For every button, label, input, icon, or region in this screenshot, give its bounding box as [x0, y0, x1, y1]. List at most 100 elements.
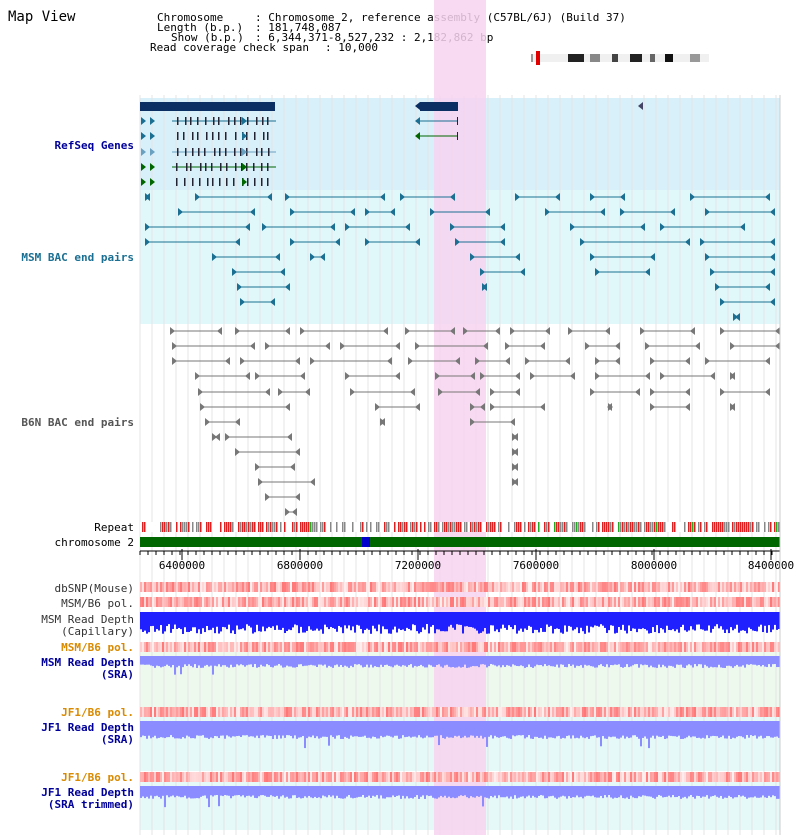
msm-b6-pol-strip — [210, 597, 212, 607]
jf1-b6-pol-strip — [604, 707, 606, 717]
jf1-depth-sra-bar — [388, 721, 390, 736]
msm-depth-sra-bar — [208, 656, 210, 667]
msm-b6-pol-sra-strip — [510, 642, 512, 652]
jf1-b6-pol-trimmed-strip — [466, 772, 468, 782]
msm-depth-capillary-bar — [266, 612, 268, 629]
msm-depth-sra-bar — [606, 656, 608, 665]
repeat-element — [180, 522, 182, 532]
jf1-b6-pol-trimmed-strip — [252, 772, 254, 782]
jf1-depth-sra-bar — [284, 721, 286, 738]
msm-b6-pol-sra-strip — [556, 642, 558, 652]
jf1-b6-pol-trimmed-strip — [574, 772, 576, 782]
track-label-b6n-bac[interactable]: B6N BAC end pairs — [21, 416, 134, 429]
msm-bac-pair-end — [285, 193, 290, 201]
track-label-refseq[interactable]: RefSeq Genes — [54, 139, 134, 152]
msm-bac-pair-end — [237, 283, 242, 291]
msm-bac-pair-end — [330, 223, 335, 231]
msm-depth-sra-bar — [588, 656, 590, 666]
msm-depth-capillary-bar — [314, 612, 316, 631]
jf1-depth-trimmed-bar — [212, 786, 214, 797]
msm-b6-pol-strip — [376, 597, 378, 607]
msm-depth-capillary-bar — [374, 612, 376, 629]
msm-b6-pol-sra-strip — [660, 642, 662, 652]
jf1-b6-pol-trimmed-strip — [294, 772, 296, 782]
jf1-depth-trimmed-bar — [458, 786, 460, 797]
msm-b6-pol-strip — [482, 597, 484, 607]
jf1-b6-pol-strip — [568, 707, 570, 717]
b6n-bac-pair-end — [375, 403, 380, 411]
msm-b6-pol-strip — [228, 597, 230, 607]
msm-depth-capillary-bar — [190, 612, 192, 631]
msm-b6-pol-sra-strip — [742, 642, 744, 652]
msm-b6-pol-sra-strip — [482, 642, 484, 652]
msm-b6-pol-sra-strip — [610, 642, 612, 652]
msm-depth-sra-bar — [672, 656, 674, 667]
jf1-depth-sra-bar — [230, 721, 232, 738]
jf1-depth-sra-bar — [344, 721, 346, 737]
msm-depth-sra-bar — [654, 656, 656, 668]
jf1-depth-sra-bar — [708, 721, 710, 739]
msm-b6-pol-strip — [612, 597, 614, 607]
dbsnp-strip — [494, 582, 496, 592]
msm-bac-pair-end — [500, 223, 505, 231]
msm-depth-capillary-bar — [174, 612, 176, 625]
track-label-msm-bac[interactable]: MSM BAC end pairs — [21, 251, 134, 264]
repeat-element — [632, 522, 634, 532]
b6n-bac-pair-end — [310, 478, 315, 486]
repeat-element — [684, 522, 686, 532]
jf1-depth-sra-bar — [366, 721, 368, 738]
msm-b6-pol-strip — [308, 597, 310, 607]
dbsnp-strip — [330, 582, 332, 592]
msm-b6-pol-strip — [234, 597, 236, 607]
msm-b6-pol-sra-strip — [300, 642, 302, 652]
b6n-bac-pair-end — [607, 403, 612, 411]
msm-depth-capillary-bar — [388, 612, 390, 634]
msm-b6-pol-sra-strip — [320, 642, 322, 652]
jf1-depth-sra-bar — [350, 721, 352, 736]
jf1-depth-sra-bar — [238, 721, 240, 736]
msm-bac-pair-end — [235, 238, 240, 246]
jf1-b6-pol-trimmed-strip — [214, 772, 216, 782]
msm-b6-pol-strip — [646, 597, 648, 607]
jf1-b6-pol-strip — [156, 707, 158, 717]
msm-depth-capillary-bar — [776, 612, 778, 630]
msm-depth-capillary-bar — [318, 612, 320, 631]
msm-depth-capillary-bar — [446, 612, 448, 632]
dbsnp-strip — [648, 582, 650, 592]
msm-depth-sra-bar — [294, 656, 296, 668]
chromosome-bar — [140, 537, 780, 547]
jf1-depth-sra-bar — [742, 721, 744, 738]
b6n-bac-pair-end — [265, 493, 270, 501]
msm-b6-pol-strip — [492, 597, 494, 607]
msm-b6-pol-sra-strip — [442, 642, 444, 652]
msm-b6-pol-sra-strip — [314, 642, 316, 652]
jf1-b6-pol-strip — [490, 707, 492, 717]
msm-depth-sra-bar — [726, 656, 728, 666]
jf1-b6-pol-trimmed-strip — [490, 772, 492, 782]
jf1-b6-pol-trimmed-strip — [432, 772, 434, 782]
msm-b6-pol-strip — [672, 597, 674, 607]
msm-depth-capillary-bar — [774, 612, 776, 625]
b6n-bac-pair-end — [540, 403, 545, 411]
jf1-depth-sra-bar — [180, 721, 182, 739]
msm-b6-pol-strip — [456, 597, 458, 607]
msm-bac-pair-end — [710, 268, 715, 276]
jf1-b6-pol-strip — [154, 707, 156, 717]
jf1-depth-sra-bar — [646, 721, 648, 739]
msm-b6-pol-sra-strip — [440, 642, 442, 652]
jf1-depth-trimmed-bar — [652, 786, 654, 798]
msm-depth-sra-bar — [348, 656, 350, 668]
jf1-depth-trimmed-bar — [596, 786, 598, 798]
jf1-b6-pol-trimmed-strip — [150, 772, 152, 782]
jf1-depth-sra-bar — [682, 721, 684, 739]
jf1-depth-trimmed-bar — [700, 786, 702, 798]
jf1-depth-sra-bar — [638, 721, 640, 739]
msm-b6-pol-sra-strip — [144, 642, 146, 652]
msm-b6-pol-strip — [400, 597, 402, 607]
dbsnp-strip — [642, 582, 644, 592]
dbsnp-strip — [308, 582, 310, 592]
jf1-depth-trimmed-bar — [696, 786, 698, 796]
msm-depth-sra-bar — [212, 656, 214, 675]
jf1-depth-sra-bar — [396, 721, 398, 736]
